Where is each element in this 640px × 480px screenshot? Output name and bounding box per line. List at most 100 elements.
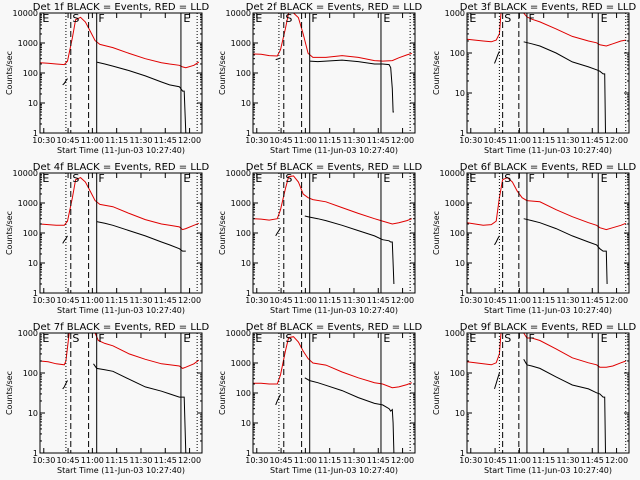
marker-label-f: F [98, 172, 104, 185]
x-tick-label: 10:30 [459, 456, 482, 465]
y-axis-label: Counts/sec [218, 371, 227, 415]
x-tick-label: 11:15 [318, 136, 341, 145]
y-tick-label: 1 [246, 289, 251, 298]
marker-label-e: E [42, 332, 49, 345]
x-tick-label: 11:15 [105, 296, 128, 305]
x-tick-label: 11:00 [508, 296, 531, 305]
events-series-line [494, 51, 500, 64]
lld-series-line [40, 333, 200, 369]
events-series-line-segment-2 [96, 61, 187, 133]
marker-label-f: F [98, 332, 104, 345]
x-tick-label: 11:00 [508, 456, 531, 465]
marker-label-s: S [504, 12, 511, 25]
events-series-line [275, 394, 281, 406]
x-tick-label: 11:30 [129, 296, 152, 305]
x-tick-label: 10:45 [270, 136, 293, 145]
events-series-line-segment-2 [309, 59, 394, 113]
marker-label-e: E [601, 332, 608, 345]
y-tick-label: 10000 [13, 169, 38, 178]
lld-series-line [40, 16, 200, 69]
y-tick-label: 1 [33, 449, 38, 458]
panel-title: Det 1f BLACK = Events, RED = LLD [33, 2, 210, 13]
marker-label-e: E [42, 12, 49, 25]
lld-series-line [467, 333, 626, 368]
y-tick-label: 10 [241, 419, 251, 428]
plot-frame [466, 172, 630, 294]
y-tick-label: 10 [28, 409, 38, 418]
events-series-line [494, 235, 500, 246]
y-tick-label: 1 [246, 449, 251, 458]
x-axis-label: Start Time (11-Jun-03 10:27:40) [57, 466, 185, 475]
y-axis-label: Counts/sec [5, 371, 14, 415]
x-tick-label: 10:30 [245, 456, 268, 465]
y-tick-label: 100 [236, 229, 251, 238]
y-axis-label: Counts/sec [5, 211, 14, 255]
y-tick-label: 1000 [445, 329, 465, 338]
x-tick-label: 11:15 [532, 456, 555, 465]
x-tick-label: 10:30 [245, 296, 268, 305]
y-tick-label: 10000 [440, 169, 465, 178]
lld-series-line [467, 13, 626, 47]
y-tick-label: 10 [455, 409, 465, 418]
x-tick-label: 11:15 [105, 136, 128, 145]
marker-label-s: S [72, 332, 79, 345]
y-tick-label: 1000 [445, 199, 465, 208]
x-tick-label: 11:15 [318, 296, 341, 305]
marker-label-e: E [383, 172, 390, 185]
x-tick-label: 11:15 [105, 456, 128, 465]
x-tick-label: 11:45 [367, 136, 390, 145]
x-tick-label: 11:45 [154, 136, 177, 145]
marker-label-f: F [311, 12, 317, 25]
marker-label-f: F [98, 12, 104, 25]
x-axis-label: Start Time (11-Jun-03 10:27:40) [484, 466, 612, 475]
events-series-line-segment-2 [523, 218, 608, 285]
x-tick-label: 10:30 [32, 456, 55, 465]
x-tick-label: 11:15 [532, 136, 555, 145]
panel-title: Det 8f BLACK = Events, RED = LLD [246, 322, 423, 333]
y-tick-label: 100 [23, 69, 38, 78]
events-series-line [62, 235, 68, 244]
events-series-line-segment-2 [304, 215, 395, 285]
events-series-line [275, 57, 281, 61]
marker-label-e: E [255, 172, 262, 185]
y-tick-label: 10 [455, 259, 465, 268]
y-tick-label: 1000 [231, 359, 251, 368]
marker-label-e: E [383, 12, 390, 25]
marker-label-f: F [311, 332, 317, 345]
x-tick-label: 11:45 [154, 296, 177, 305]
x-tick-label: 11:45 [581, 136, 604, 145]
x-tick-label: 11:30 [556, 136, 579, 145]
y-tick-label: 1 [460, 449, 465, 458]
y-axis-label: Counts/sec [432, 371, 441, 415]
y-tick-label: 100 [450, 49, 465, 58]
marker-label-e: E [469, 12, 476, 25]
x-tick-label: 10:45 [270, 456, 293, 465]
marker-label-e: E [469, 332, 476, 345]
y-tick-label: 10000 [226, 169, 251, 178]
y-tick-label: 1000 [18, 199, 38, 208]
panel-title: Det 4f BLACK = Events, RED = LLD [33, 162, 210, 173]
marker-label-e: E [383, 332, 390, 345]
panel-title: Det 7f BLACK = Events, RED = LLD [33, 322, 210, 333]
panel-title: Det 2f BLACK = Events, RED = LLD [246, 2, 423, 13]
x-axis-label: Start Time (11-Jun-03 10:27:40) [57, 146, 185, 155]
x-tick-label: 12:00 [178, 296, 201, 305]
marker-label-s: S [72, 12, 79, 25]
x-tick-label: 11:45 [154, 456, 177, 465]
x-tick-label: 11:30 [129, 136, 152, 145]
x-tick-label: 11:00 [81, 136, 104, 145]
y-tick-label: 10000 [226, 329, 251, 338]
x-tick-label: 11:45 [581, 456, 604, 465]
y-tick-label: 100 [450, 369, 465, 378]
panel-title: Det 5f BLACK = Events, RED = LLD [246, 162, 423, 173]
marker-label-e: E [183, 12, 190, 25]
x-tick-label: 11:00 [294, 456, 317, 465]
y-tick-label: 1 [246, 129, 251, 138]
